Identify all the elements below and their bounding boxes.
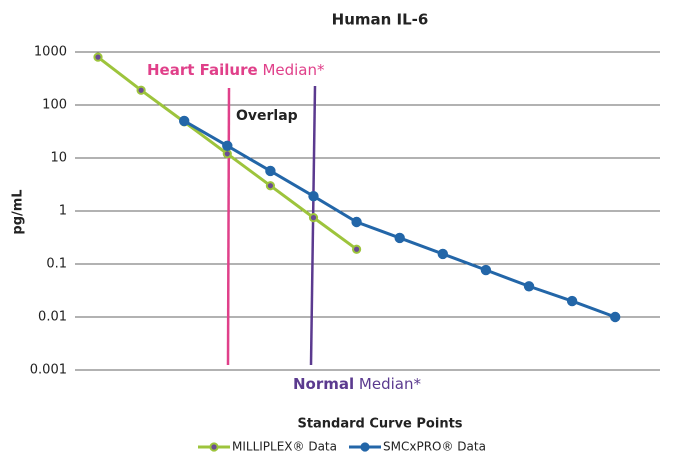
y-axis-label: pg/mL — [11, 189, 26, 234]
y-tick-label: 0.001 — [30, 363, 67, 378]
data-point — [394, 232, 405, 244]
y-tick-label: 1 — [59, 204, 67, 219]
normal-annotation: Normal Median* — [293, 375, 421, 393]
overlap-annotation: Overlap — [236, 108, 298, 124]
legend-marker — [209, 442, 219, 452]
legend-marker — [360, 442, 370, 452]
chart-title: Human IL-6 — [332, 11, 429, 29]
heart-failure-annotation: Heart Failure Median* — [147, 61, 325, 79]
data-point — [308, 213, 319, 223]
data-point — [93, 52, 103, 62]
series-line — [183, 119, 616, 319]
data-point — [265, 165, 276, 177]
data-point — [179, 115, 190, 127]
y-tick-label: 10 — [50, 151, 67, 166]
data-point — [610, 311, 621, 323]
legend-label: MILLIPLEX® Data — [232, 440, 337, 454]
data-point — [308, 191, 319, 202]
data-point — [480, 264, 492, 276]
annotation-bold: Heart Failure — [147, 61, 258, 79]
annotation-bold: Normal — [293, 375, 354, 393]
annotation-text: Median* — [354, 375, 421, 393]
data-point — [566, 295, 578, 307]
data-point — [523, 281, 535, 292]
data-point — [222, 140, 233, 151]
y-tick-label: 1000 — [34, 45, 67, 60]
data-point — [222, 149, 232, 159]
normal-median-line — [309, 85, 317, 366]
y-tick-label: 0.01 — [38, 310, 67, 325]
y-tick-label: 100 — [42, 98, 67, 113]
annotation-text: Median* — [258, 61, 325, 79]
data-point — [351, 216, 362, 228]
data-point — [136, 85, 146, 95]
y-tick-label: 0.1 — [46, 257, 67, 272]
heart-failure-median-line — [226, 87, 231, 366]
x-axis-label: Standard Curve Points — [297, 417, 462, 432]
data-point — [352, 244, 362, 254]
data-point — [265, 181, 275, 191]
legend-label: SMCxPRO® Data — [383, 440, 486, 454]
data-point — [437, 248, 448, 260]
